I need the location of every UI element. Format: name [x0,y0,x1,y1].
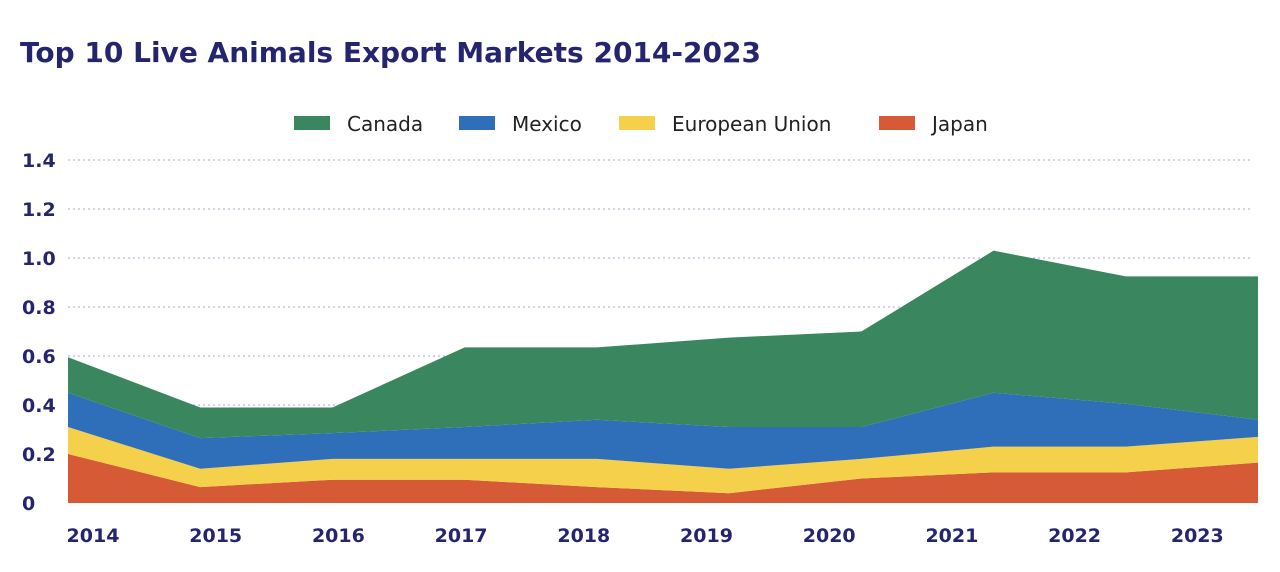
legend-label: Japan [930,112,988,136]
legend-label: European Union [672,112,831,136]
legend-swatch [879,116,915,130]
x-tick-label: 2017 [435,525,488,547]
area-canada [68,250,1258,439]
legend-swatch [459,116,495,130]
y-tick-label: 0.2 [22,444,56,466]
legend-label: Mexico [512,112,582,136]
y-tick-label: 0.4 [22,395,56,417]
y-tick-label: 0 [22,493,35,515]
area-mexico [68,392,1258,469]
x-axis: 2014 2015 2016 2017 2018 2019 2020 2021 2022 2023 [67,525,1224,547]
areas [68,250,1258,503]
legend-item: European Union [619,112,831,136]
legend-item: Japan [879,112,988,136]
y-tick-label: 1.2 [22,199,56,221]
y-tick-label: 0.8 [22,297,56,319]
legend-swatch [619,116,655,130]
legend-label: Canada [347,112,423,136]
x-tick-label: 2014 [67,525,120,547]
area-european-union [68,427,1258,494]
x-tick-label: 2016 [312,525,365,547]
x-tick-label: 2023 [1171,525,1224,547]
y-tick-label: 1.0 [22,248,56,270]
y-tick-label: 1.4 [22,150,56,172]
legend-item: Mexico [459,112,582,136]
y-axis: 0 0.2 0.4 0.6 0.8 1.0 1.2 1.4 [22,150,56,515]
x-tick-label: 2019 [680,525,733,547]
x-tick-label: 2018 [557,525,610,547]
chart-title: Top 10 Live Animals Export Markets 2014-… [20,36,761,69]
legend-item: Canada [294,112,423,136]
legend: Canada Mexico European Union Japan [294,112,988,136]
legend-swatch [294,116,330,130]
x-tick-label: 2021 [925,525,978,547]
x-tick-label: 2020 [803,525,856,547]
x-tick-label: 2022 [1048,525,1101,547]
y-tick-label: 0.6 [22,346,56,368]
x-tick-label: 2015 [189,525,242,547]
area-japan [68,454,1258,503]
